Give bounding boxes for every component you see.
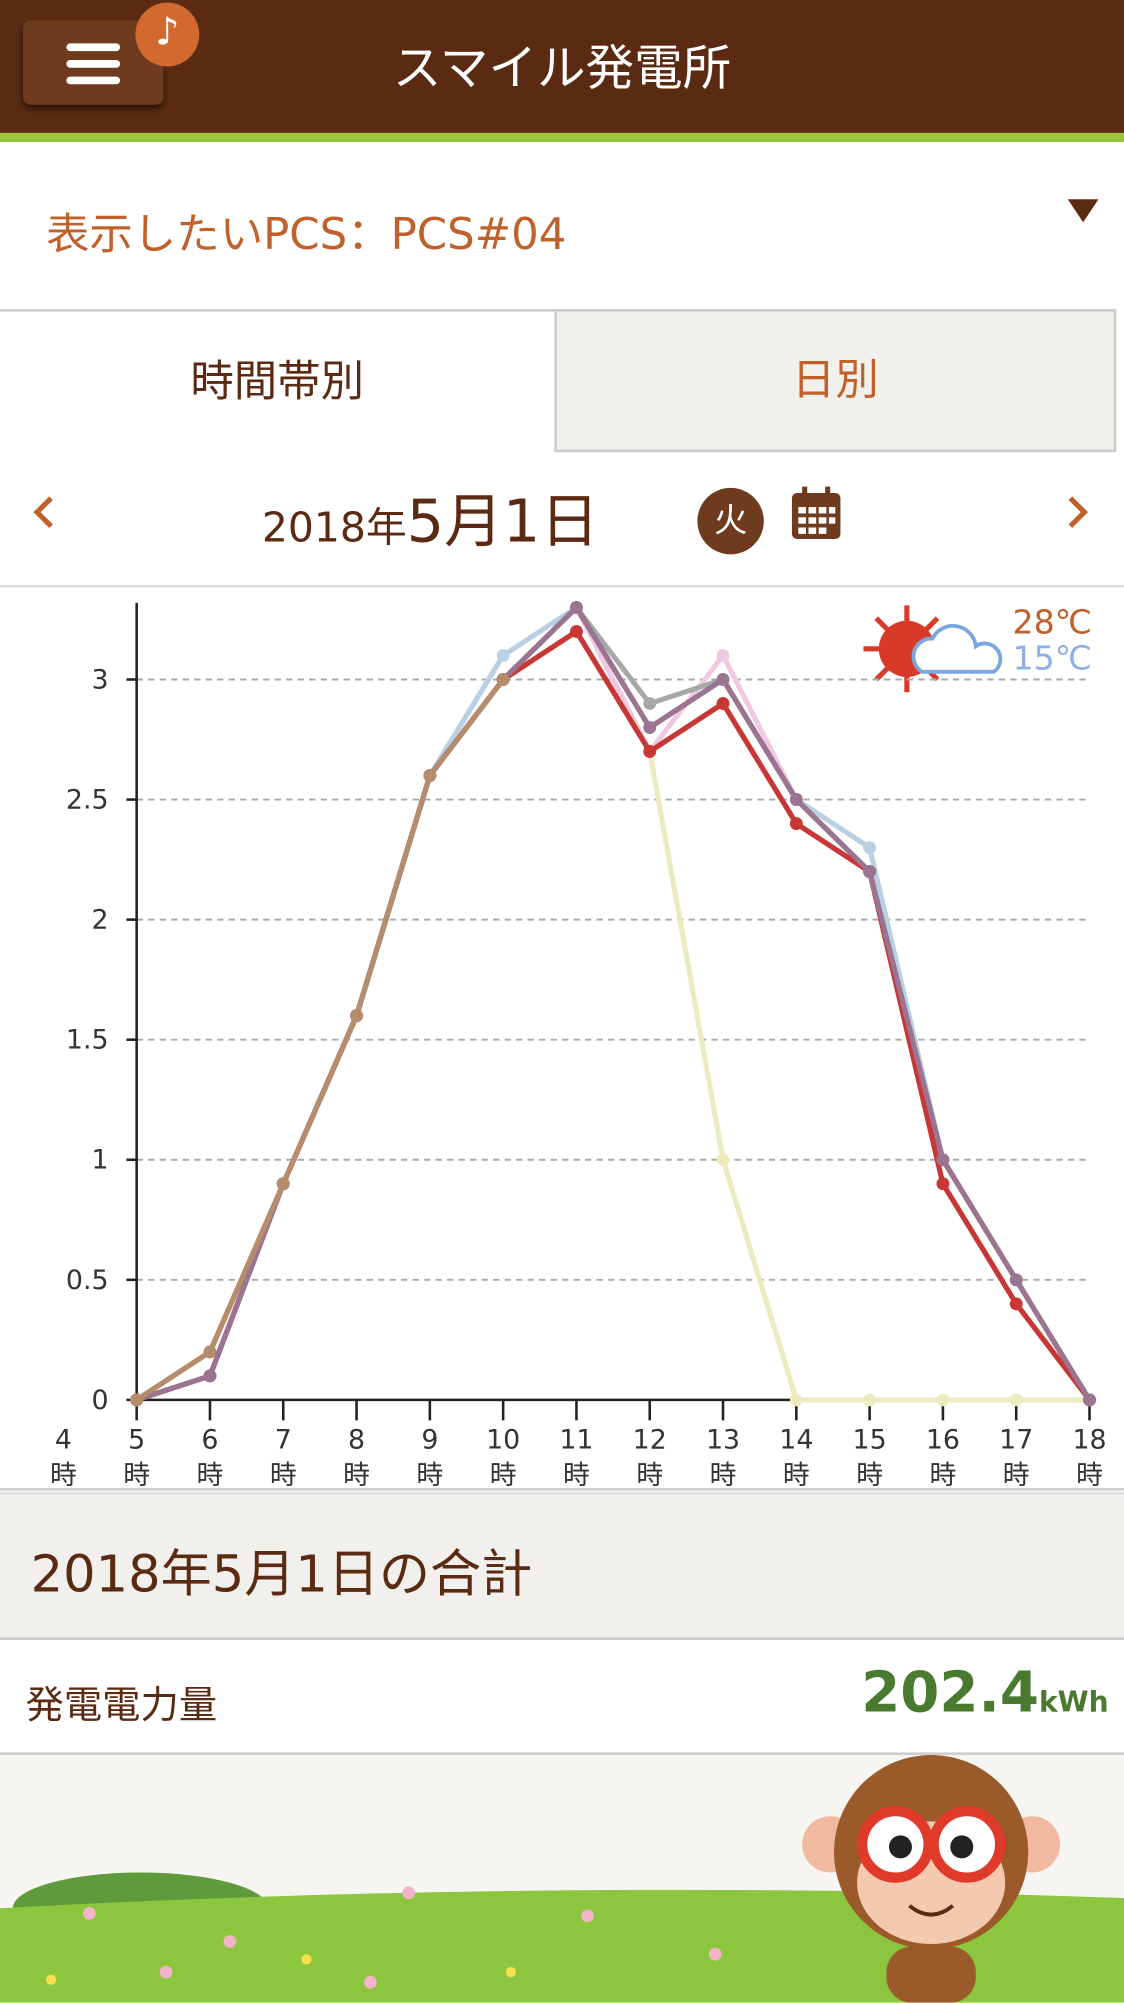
- data-point: [863, 865, 877, 878]
- data-point: [716, 697, 730, 710]
- next-arrow[interactable]: [1060, 493, 1093, 531]
- series-line: [135, 604, 1092, 1403]
- summary-value: 202.4kWh: [861, 1660, 1108, 1725]
- weekday: 火: [697, 487, 764, 555]
- series-line: [135, 604, 1092, 1403]
- data-point: [1083, 1393, 1096, 1407]
- dropdown-arrow[interactable]: [1065, 197, 1101, 225]
- data-point: [716, 1153, 730, 1167]
- y-tick-label: 1.5: [66, 1025, 109, 1056]
- data-point: [350, 1009, 363, 1023]
- chart: 28℃ 15℃ 0 0.5 1 1.5 2 2.5 3 4 時 5 時 6 時 7 時 8 時 9 時 10 時 11 時 1…: [0, 601, 1124, 1491]
- data-point: [203, 1345, 217, 1359]
- date-year: 2018年: [261, 503, 407, 552]
- y-tick-label: 0.5: [66, 1265, 109, 1296]
- y-tick-label: 2.5: [66, 785, 109, 816]
- data-point: [936, 1153, 950, 1167]
- tab-hourly[interactable]: 時間帯別: [0, 309, 555, 452]
- y-tick-label: 3: [92, 664, 109, 695]
- x-tick-label: 15 時: [853, 1424, 887, 1491]
- data-point: [643, 721, 657, 734]
- series-line: [135, 677, 506, 1403]
- data-point: [570, 601, 583, 614]
- series-line: [135, 604, 1092, 1403]
- data-point: [789, 817, 803, 830]
- data-point: [716, 649, 730, 662]
- y-tick-label: 2: [92, 905, 109, 936]
- series-line: [135, 628, 1092, 1403]
- date-day: 5月1日: [406, 486, 600, 556]
- data-point: [496, 649, 510, 662]
- energy-unit: kWh: [1038, 1687, 1109, 1720]
- x-tick-label: 18 時: [1072, 1424, 1106, 1491]
- y-tick-label: 1: [92, 1145, 109, 1176]
- temp-low: 15℃: [1013, 638, 1093, 677]
- x-tick-label: 10 時: [486, 1424, 520, 1491]
- data-point: [643, 745, 657, 758]
- data-point: [203, 1369, 217, 1383]
- data-point: [423, 769, 437, 782]
- date: 2018年5月1日: [262, 475, 599, 559]
- energy-value: 202.4: [861, 1660, 1039, 1726]
- data-point: [570, 625, 583, 638]
- data-point: [716, 673, 730, 686]
- x-tick-label: 16 時: [926, 1424, 960, 1491]
- data-point: [130, 1393, 144, 1407]
- data-point: [936, 1393, 950, 1407]
- x-tick-label: 12 時: [633, 1424, 667, 1491]
- data-point: [1009, 1273, 1023, 1287]
- weather-icon: [863, 605, 1003, 693]
- x-tick-label: 13 時: [706, 1424, 740, 1491]
- series-line: [135, 604, 1092, 1403]
- data-point: [276, 1177, 290, 1191]
- summary-header: 2018年5月1日の合計: [0, 1491, 1124, 1641]
- data-point: [863, 1393, 877, 1407]
- menu-icon: [66, 43, 121, 85]
- x-tick-label: 11 時: [559, 1424, 593, 1491]
- series-line: [135, 628, 1092, 1403]
- header: ♪ スマイル発電所: [0, 0, 1124, 142]
- date-bar: 2018年5月1日 火: [0, 450, 1124, 588]
- page-title: スマイル発電所: [392, 39, 732, 96]
- prev-arrow[interactable]: [28, 493, 61, 531]
- decoration: [0, 1754, 1124, 2003]
- music-button[interactable]: ♪: [135, 2, 200, 67]
- mascot: [802, 1754, 1061, 2003]
- tab-daily[interactable]: 日別: [554, 309, 1117, 453]
- data-point: [936, 1177, 950, 1191]
- x-tick-label: 17 時: [999, 1424, 1033, 1491]
- temp-high: 28℃: [1013, 603, 1093, 642]
- summary-label: 発電電力量: [25, 1683, 218, 1729]
- y-tick-label: 0: [92, 1385, 109, 1416]
- summary-title: 2018年5月1日の合計: [30, 1545, 533, 1605]
- data-point: [496, 673, 510, 686]
- data-point: [1009, 1393, 1023, 1407]
- series-line: [135, 604, 1090, 1403]
- series-line: [135, 604, 1092, 1403]
- x-tick-label: 14 時: [779, 1424, 813, 1491]
- summary-row: 発電電力量 202.4kWh: [0, 1637, 1124, 1755]
- calendar-button[interactable]: [789, 485, 843, 541]
- data-point: [863, 841, 877, 854]
- data-point: [789, 1393, 803, 1407]
- pcs-selector[interactable]: 表示したいPCS：PCS#04: [45, 209, 567, 261]
- data-point: [643, 697, 657, 710]
- data-point: [1009, 1297, 1023, 1311]
- data-point: [789, 793, 803, 806]
